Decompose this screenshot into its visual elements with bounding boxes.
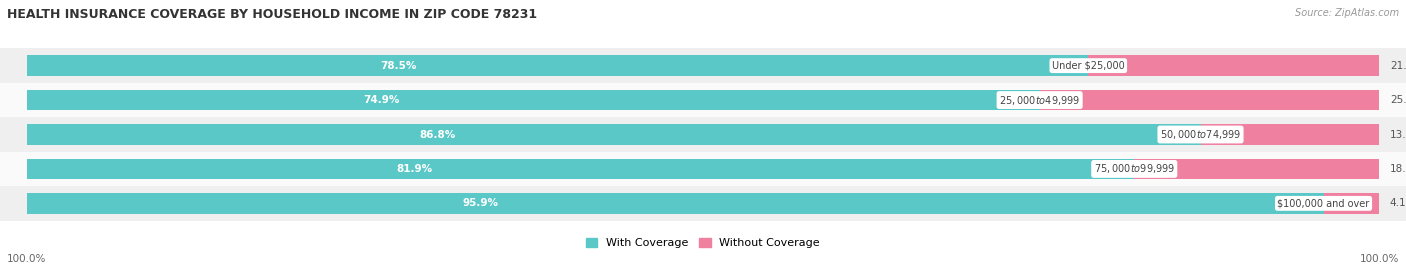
Text: 25.1%: 25.1% xyxy=(1389,95,1406,105)
Bar xyxy=(0,117,1406,152)
Legend: With Coverage, Without Coverage: With Coverage, Without Coverage xyxy=(582,234,824,253)
Bar xyxy=(27,159,1135,179)
Bar xyxy=(0,186,1406,221)
Text: 95.9%: 95.9% xyxy=(463,198,499,208)
Bar xyxy=(27,90,1039,110)
Bar xyxy=(1323,193,1379,214)
Bar xyxy=(0,48,1406,83)
Bar xyxy=(1088,55,1379,76)
Bar xyxy=(0,83,1406,117)
Text: 100.0%: 100.0% xyxy=(1360,254,1399,264)
Text: 86.8%: 86.8% xyxy=(419,129,456,140)
Text: 100.0%: 100.0% xyxy=(7,254,46,264)
Text: HEALTH INSURANCE COVERAGE BY HOUSEHOLD INCOME IN ZIP CODE 78231: HEALTH INSURANCE COVERAGE BY HOUSEHOLD I… xyxy=(7,8,537,21)
Text: Source: ZipAtlas.com: Source: ZipAtlas.com xyxy=(1295,8,1399,18)
Text: 13.2%: 13.2% xyxy=(1389,129,1406,140)
Bar xyxy=(1039,90,1379,110)
Text: 21.5%: 21.5% xyxy=(1389,61,1406,71)
Text: Under $25,000: Under $25,000 xyxy=(1052,61,1125,71)
Text: 78.5%: 78.5% xyxy=(380,61,416,71)
Bar xyxy=(27,193,1323,214)
Bar xyxy=(27,124,1201,145)
Text: 4.1%: 4.1% xyxy=(1389,198,1406,208)
Bar xyxy=(1135,159,1379,179)
Text: $25,000 to $49,999: $25,000 to $49,999 xyxy=(1000,94,1080,107)
Bar xyxy=(0,152,1406,186)
Text: $50,000 to $74,999: $50,000 to $74,999 xyxy=(1160,128,1241,141)
Bar xyxy=(1201,124,1379,145)
Text: 18.1%: 18.1% xyxy=(1389,164,1406,174)
Text: $100,000 and over: $100,000 and over xyxy=(1278,198,1369,208)
Text: $75,000 to $99,999: $75,000 to $99,999 xyxy=(1094,162,1175,175)
Text: 81.9%: 81.9% xyxy=(396,164,433,174)
Bar xyxy=(27,55,1088,76)
Text: 74.9%: 74.9% xyxy=(363,95,399,105)
